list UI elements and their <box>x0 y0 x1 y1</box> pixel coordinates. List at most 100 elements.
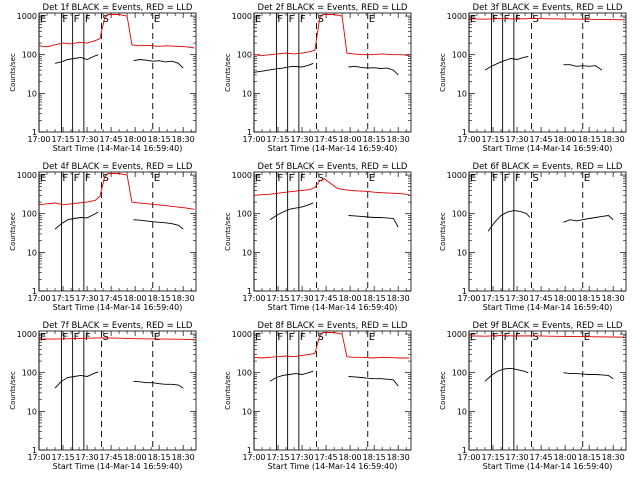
x-tick-label: 18:00 <box>339 135 362 144</box>
marker-label-e: E <box>154 14 160 25</box>
panel-title: Det 9f BLACK = Events, RED = LLD <box>473 321 623 331</box>
x-tick-label: 17:00 <box>27 135 50 144</box>
y-tick-label: 1 <box>462 287 467 296</box>
x-tick-label: 17:00 <box>457 294 480 303</box>
marker-label-e: E <box>255 332 261 343</box>
y-tick-label: 10 <box>457 407 467 416</box>
x-tick-label: 18:00 <box>124 294 147 303</box>
events-series-line <box>563 215 614 223</box>
lld-series-line <box>38 14 195 49</box>
y-tick-label: 100 <box>237 51 252 60</box>
x-tick-label: 17:30 <box>76 135 99 144</box>
x-tick-label: 17:00 <box>242 135 265 144</box>
x-tick-label: 18:00 <box>124 135 147 144</box>
lld-series-line <box>38 173 195 210</box>
marker-label-e: E <box>470 332 476 343</box>
x-tick-label: 17:45 <box>530 294 553 303</box>
x-tick-label: 18:15 <box>578 135 601 144</box>
x-tick-label: 18:30 <box>602 294 625 303</box>
x-tick-label: 17:45 <box>100 294 123 303</box>
y-tick-label: 1000 <box>17 12 37 21</box>
x-tick-label: 17:30 <box>291 453 314 462</box>
y-tick-label: 10 <box>457 89 467 98</box>
x-tick-label: 17:45 <box>530 453 553 462</box>
y-tick-label: 1000 <box>447 330 467 339</box>
marker-label-f: F <box>277 173 283 184</box>
y-axis-title: Counts/sec <box>439 371 447 410</box>
y-tick-label: 100 <box>452 51 467 60</box>
x-tick-label: 17:00 <box>27 453 50 462</box>
x-tick-label: 18:00 <box>554 135 577 144</box>
x-tick-label: 17:15 <box>266 135 289 144</box>
y-axis-title: Counts/sec <box>9 53 17 92</box>
x-tick-label: 18:00 <box>124 453 147 462</box>
y-tick-label: 10 <box>27 248 37 257</box>
y-axis-title: Counts/sec <box>224 212 232 251</box>
marker-label-f: F <box>62 173 68 184</box>
x-tick-label: 17:30 <box>291 294 314 303</box>
marker-label-e: E <box>369 173 375 184</box>
y-tick-label: 100 <box>22 51 37 60</box>
events-series-line <box>133 380 184 389</box>
x-tick-label: 17:15 <box>266 453 289 462</box>
y-tick-label: 1000 <box>232 171 252 180</box>
x-axis-title: Start Time (14-Mar-14 16:59:40) <box>53 144 183 153</box>
y-tick-label: 10 <box>457 248 467 257</box>
x-tick-label: 17:00 <box>242 294 265 303</box>
marker-label-e: E <box>40 332 46 343</box>
plot-frame <box>38 171 197 292</box>
chart-panel-5: Det 5f BLACK = Events, RED = LLD 1 10 100 10… <box>224 162 412 312</box>
marker-label-s: S <box>532 332 538 343</box>
x-tick-label: 17:15 <box>51 453 74 462</box>
x-axis-title: Start Time (14-Mar-14 16:59:40) <box>268 303 398 312</box>
x-tick-label: 17:15 <box>481 453 504 462</box>
x-tick-label: 18:15 <box>578 294 601 303</box>
x-tick-label: 18:15 <box>578 453 601 462</box>
marker-label-f: F <box>504 173 510 184</box>
x-tick-label: 18:30 <box>172 453 195 462</box>
x-tick-label: 17:45 <box>315 294 338 303</box>
y-axis-title: Counts/sec <box>224 53 232 92</box>
x-tick-label: 18:30 <box>387 453 410 462</box>
panel-title: Det 5f BLACK = Events, RED = LLD <box>258 162 408 172</box>
marker-label-e: E <box>584 173 590 184</box>
x-tick-label: 18:00 <box>339 294 362 303</box>
marker-label-f: F <box>504 14 510 25</box>
plot-frame <box>253 171 412 292</box>
x-tick-label: 17:00 <box>457 453 480 462</box>
x-tick-label: 18:00 <box>554 453 577 462</box>
y-tick-label: 1 <box>247 128 252 137</box>
events-series-line <box>484 367 529 382</box>
x-tick-label: 17:00 <box>457 135 480 144</box>
y-tick-label: 1 <box>32 287 37 296</box>
x-tick-label: 17:45 <box>100 135 123 144</box>
marker-label-e: E <box>255 14 261 25</box>
y-tick-label: 1 <box>32 446 37 455</box>
x-tick-label: 17:15 <box>51 294 74 303</box>
x-tick-label: 17:30 <box>291 135 314 144</box>
x-tick-label: 18:15 <box>148 135 171 144</box>
marker-label-e: E <box>40 173 46 184</box>
y-tick-label: 1 <box>462 446 467 455</box>
marker-label-f: F <box>300 173 306 184</box>
x-tick-label: 17:00 <box>27 294 50 303</box>
events-series-line <box>348 65 399 76</box>
x-tick-label: 18:15 <box>363 453 386 462</box>
marker-label-f: F <box>277 14 283 25</box>
marker-label-e: E <box>584 332 590 343</box>
x-tick-label: 17:15 <box>51 135 74 144</box>
lld-series-line <box>38 337 195 341</box>
marker-label-s: S <box>317 332 323 343</box>
marker-label-f: F <box>515 173 521 184</box>
x-tick-label: 18:15 <box>363 135 386 144</box>
lld-series-line <box>468 17 625 21</box>
lld-series-line <box>253 14 410 57</box>
marker-label-f: F <box>277 332 283 343</box>
x-tick-label: 18:15 <box>363 294 386 303</box>
marker-label-f: F <box>289 332 295 343</box>
events-series-line <box>133 59 184 69</box>
x-tick-label: 17:30 <box>76 453 99 462</box>
y-tick-label: 100 <box>452 210 467 219</box>
lld-series-line <box>253 332 410 359</box>
